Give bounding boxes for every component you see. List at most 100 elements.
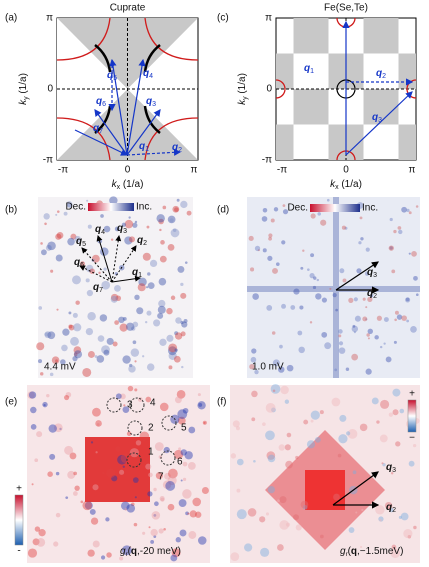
texture [85, 264, 94, 273]
texture [371, 397, 379, 405]
x-tick-label: 0 [343, 165, 349, 176]
texture [262, 422, 266, 426]
texture [97, 335, 105, 342]
texture [393, 340, 397, 344]
texture [135, 440, 142, 446]
texture [365, 247, 370, 252]
texture [180, 282, 184, 287]
texture [277, 499, 280, 503]
g [36, 196, 192, 377]
text-part: 3 [123, 228, 127, 235]
texture [203, 421, 206, 424]
x-tick-label: 0 [125, 165, 131, 176]
texture [230, 453, 237, 459]
texture [122, 406, 130, 413]
path [144, 117, 199, 161]
texture [348, 297, 354, 303]
texture [181, 365, 184, 369]
texture [45, 244, 52, 251]
g [335, 261, 380, 294]
texture [367, 296, 373, 302]
texture [187, 462, 196, 470]
texture [406, 319, 409, 323]
texture [154, 442, 164, 451]
vector-label: q3 [386, 462, 396, 475]
text-part: q [304, 63, 310, 74]
texture [148, 472, 153, 478]
texture [352, 324, 356, 328]
texture [38, 306, 43, 310]
texture [73, 352, 78, 357]
texture [86, 289, 94, 297]
texture [73, 350, 83, 359]
texture [49, 453, 56, 460]
texture [265, 430, 275, 441]
texture [250, 267, 255, 272]
texture [124, 507, 128, 511]
texture [114, 284, 121, 292]
texture [365, 318, 368, 321]
line [126, 109, 161, 156]
line [109, 58, 128, 156]
texture [180, 479, 183, 482]
texture [49, 372, 54, 377]
texture [284, 399, 290, 404]
text-part: q [367, 288, 373, 299]
texture [134, 360, 137, 363]
texture [47, 471, 53, 477]
texture [338, 341, 344, 346]
texture [172, 205, 180, 213]
texture [279, 520, 290, 530]
panel-label: (b) [5, 205, 17, 216]
texture [270, 218, 275, 223]
texture [95, 420, 102, 427]
texture [27, 548, 38, 558]
texture [300, 500, 309, 509]
texture [345, 367, 350, 371]
texture [167, 503, 175, 511]
spot-label: 7 [158, 472, 164, 483]
texture [401, 315, 407, 321]
texture [338, 329, 343, 334]
texture [326, 198, 330, 202]
texture [411, 250, 417, 257]
texture [185, 511, 189, 516]
line [79, 265, 113, 283]
texture [278, 444, 285, 451]
texture [120, 501, 130, 511]
texture [180, 449, 187, 456]
texture [92, 540, 100, 548]
texture [236, 509, 247, 520]
texture [132, 222, 138, 228]
texture [302, 249, 305, 252]
rect [14, 494, 24, 546]
panel-label: (c) [217, 13, 229, 24]
texture [262, 248, 267, 253]
texture [188, 426, 196, 434]
texture [74, 235, 81, 243]
texture [332, 293, 337, 298]
texture [124, 236, 133, 245]
colorbar-label: − [409, 433, 415, 444]
text-part: g [120, 546, 126, 557]
texture [273, 207, 279, 212]
line [126, 58, 146, 156]
texture [74, 485, 80, 491]
texture [268, 233, 273, 238]
texture [127, 385, 134, 392]
text-part: ,−1.5meV) [357, 546, 403, 557]
texture [55, 254, 63, 262]
texture [63, 211, 68, 216]
text-part: r [346, 552, 348, 558]
texture [87, 312, 96, 321]
texture [379, 345, 383, 349]
texture [390, 548, 401, 559]
colorbar-label: + [409, 389, 415, 400]
vector-label: q5 [76, 236, 86, 249]
texture [270, 384, 281, 394]
vector-label: q1 [139, 141, 149, 154]
text-part: (1/a) [339, 179, 362, 190]
path [56, 17, 111, 61]
texture [265, 512, 270, 516]
texture [85, 278, 90, 283]
